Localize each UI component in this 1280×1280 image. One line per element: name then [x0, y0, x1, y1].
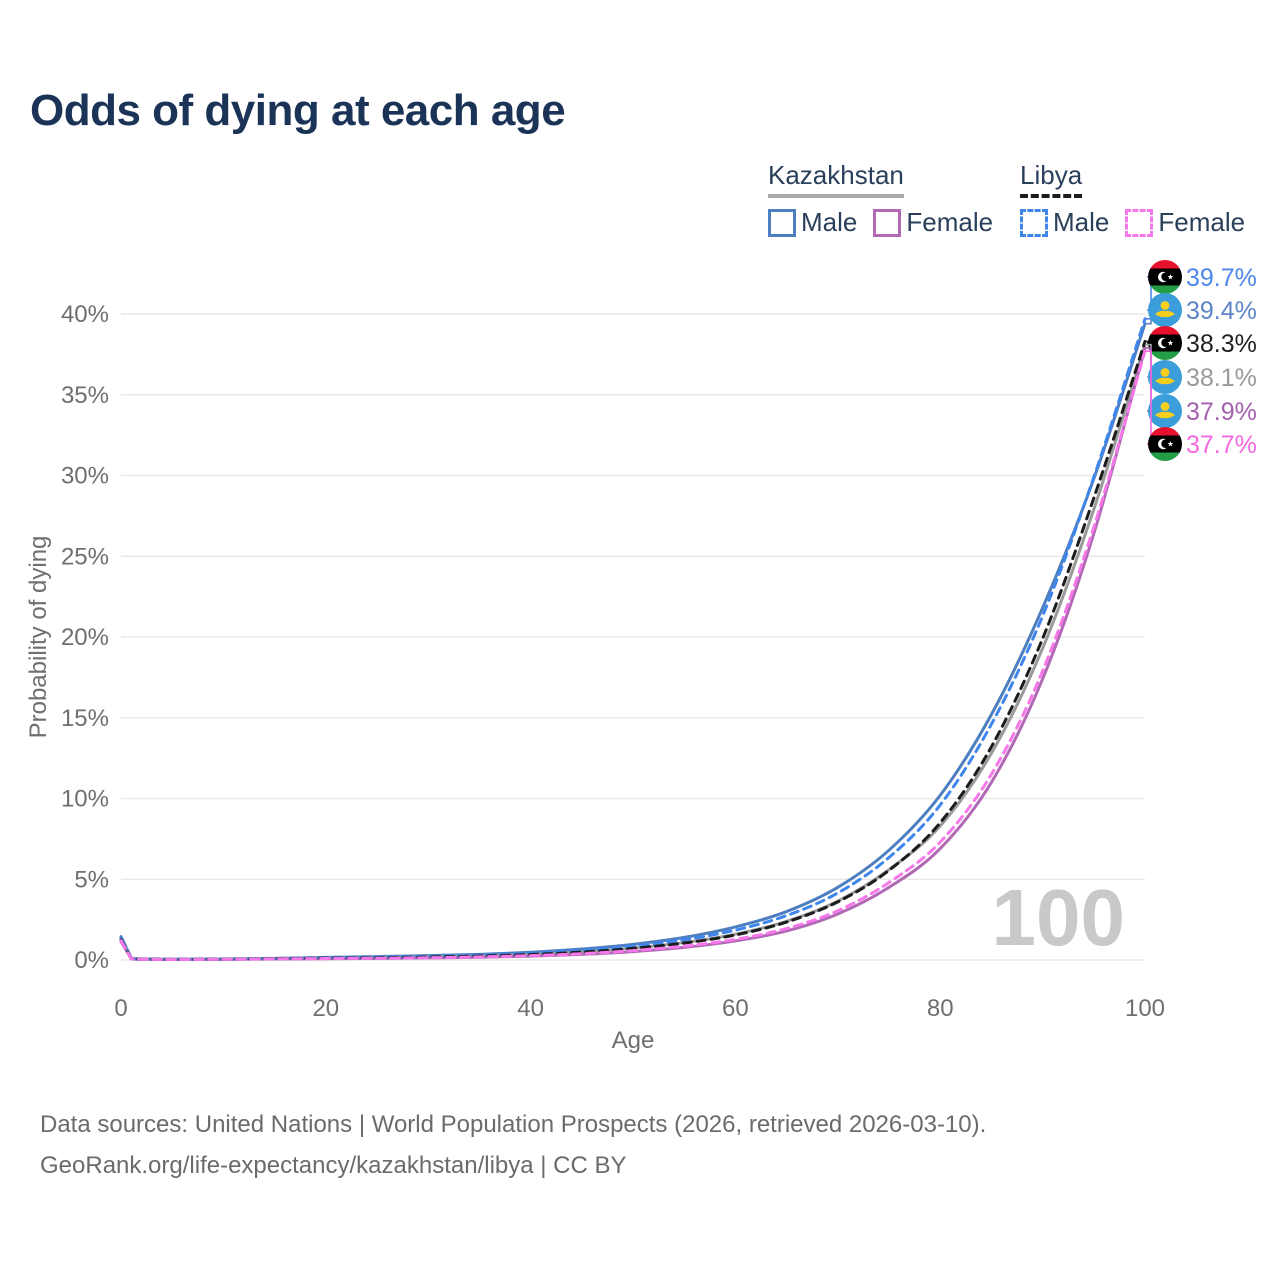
x-tick-label: 0 — [114, 995, 127, 1022]
legend-item-kazakhstan-male[interactable]: Male — [768, 207, 857, 238]
y-tick-label: 30% — [61, 463, 109, 490]
y-tick-label: 5% — [74, 866, 109, 893]
series-line-libya-all[interactable] — [119, 339, 1147, 961]
legend-item-label: Male — [801, 207, 858, 237]
end-label-value-kazakhstan-all: 38.1% — [1186, 364, 1257, 392]
footer: Data sources: United Nations | World Pop… — [40, 1104, 986, 1186]
x-tick-label: 100 — [1125, 995, 1165, 1022]
x-tick-label: 20 — [312, 995, 339, 1022]
footer-data-sources: Data sources: United Nations | World Pop… — [40, 1111, 987, 1138]
y-tick-label: 35% — [61, 382, 109, 409]
flag-kz-icon — [1148, 360, 1182, 394]
footer-attribution: GeoRank.org/life-expectancy/kazakhstan/l… — [40, 1152, 627, 1179]
legend-row-libya: Male Female — [1020, 207, 1245, 238]
legend-item-label: Female — [906, 207, 994, 237]
legend-country-libya[interactable]: Libya — [1020, 160, 1083, 198]
legend-item-libya-female[interactable]: Female — [1125, 207, 1245, 238]
series-line-libya-male[interactable] — [119, 317, 1147, 961]
flag-ly-icon — [1148, 326, 1182, 360]
watermark-100: 100 — [992, 873, 1125, 962]
series-line-kazakhstan-all[interactable] — [119, 343, 1147, 961]
y-tick-label: 40% — [61, 301, 109, 328]
legend-group-kazakhstan: Kazakhstan Male Female — [768, 160, 993, 238]
x-tick-label: 60 — [722, 995, 749, 1022]
y-tick-label: 0% — [74, 947, 109, 974]
end-label-leader — [1145, 350, 1152, 445]
series-line-libya-female[interactable] — [119, 349, 1147, 962]
kazakhstan-female-swatch-icon — [873, 208, 902, 237]
y-tick-label: 15% — [61, 705, 109, 732]
end-label-value-libya-all: 38.3% — [1186, 330, 1257, 358]
end-label-value-kazakhstan-male: 39.4% — [1186, 297, 1257, 325]
libya-female-swatch-icon — [1125, 208, 1154, 237]
end-label-value-kazakhstan-female: 37.9% — [1186, 398, 1257, 426]
end-label-value-libya-male: 39.7% — [1186, 264, 1257, 292]
kazakhstan-male-swatch-icon — [768, 208, 796, 237]
legend-row-kazakhstan: Male Female — [768, 207, 993, 238]
y-tick-label: 20% — [61, 624, 109, 651]
x-axis-title: Age — [612, 1027, 655, 1054]
y-tick-label: 10% — [61, 786, 109, 813]
flag-kz-icon — [1148, 394, 1182, 428]
flag-ly-icon — [1148, 427, 1182, 461]
legend-item-label: Male — [1053, 207, 1110, 237]
legend-item-label: Female — [1158, 207, 1246, 237]
legend-group-libya: Libya Male Female — [1020, 160, 1245, 238]
legend-item-libya-male[interactable]: Male — [1020, 207, 1109, 238]
x-tick-label: 80 — [927, 995, 954, 1022]
legend-country-kazakhstan[interactable]: Kazakhstan — [768, 160, 904, 198]
page-title: Odds of dying at each age — [30, 86, 566, 135]
legend-item-kazakhstan-female[interactable]: Female — [873, 207, 993, 238]
end-label-value-libya-female: 37.7% — [1186, 431, 1257, 459]
series-line-kazakhstan-male[interactable] — [119, 322, 1147, 961]
y-axis-title: Probability of dying — [25, 536, 52, 739]
flag-kz-icon — [1148, 293, 1182, 327]
libya-male-swatch-icon — [1020, 208, 1048, 237]
y-tick-label: 25% — [61, 543, 109, 570]
flag-ly-icon — [1148, 260, 1182, 294]
x-tick-label: 40 — [517, 995, 544, 1022]
series-line-kazakhstan-female[interactable] — [119, 346, 1147, 962]
